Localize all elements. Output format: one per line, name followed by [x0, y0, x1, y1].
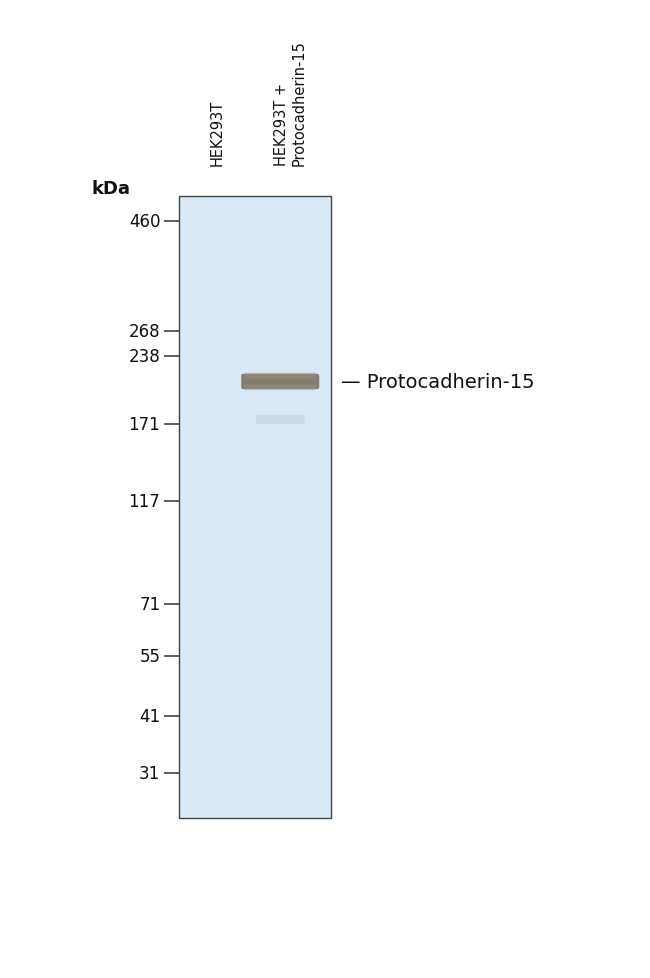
- Text: HEK293T +
Protocadherin-15: HEK293T + Protocadherin-15: [274, 40, 307, 166]
- Bar: [179, 197, 331, 818]
- Text: 268: 268: [129, 323, 161, 341]
- Text: 171: 171: [129, 415, 161, 433]
- Text: 71: 71: [139, 595, 161, 613]
- Text: kDa: kDa: [91, 180, 130, 198]
- FancyBboxPatch shape: [241, 375, 319, 389]
- Text: 117: 117: [129, 493, 161, 511]
- FancyBboxPatch shape: [256, 416, 305, 424]
- Text: 238: 238: [129, 347, 161, 366]
- Text: 55: 55: [139, 647, 161, 665]
- Text: 31: 31: [139, 765, 161, 782]
- Text: 41: 41: [139, 707, 161, 726]
- FancyBboxPatch shape: [244, 385, 317, 391]
- Text: 460: 460: [129, 212, 161, 231]
- FancyBboxPatch shape: [244, 374, 317, 379]
- Text: HEK293T: HEK293T: [210, 100, 225, 166]
- Text: — Protocadherin-15: — Protocadherin-15: [341, 373, 534, 391]
